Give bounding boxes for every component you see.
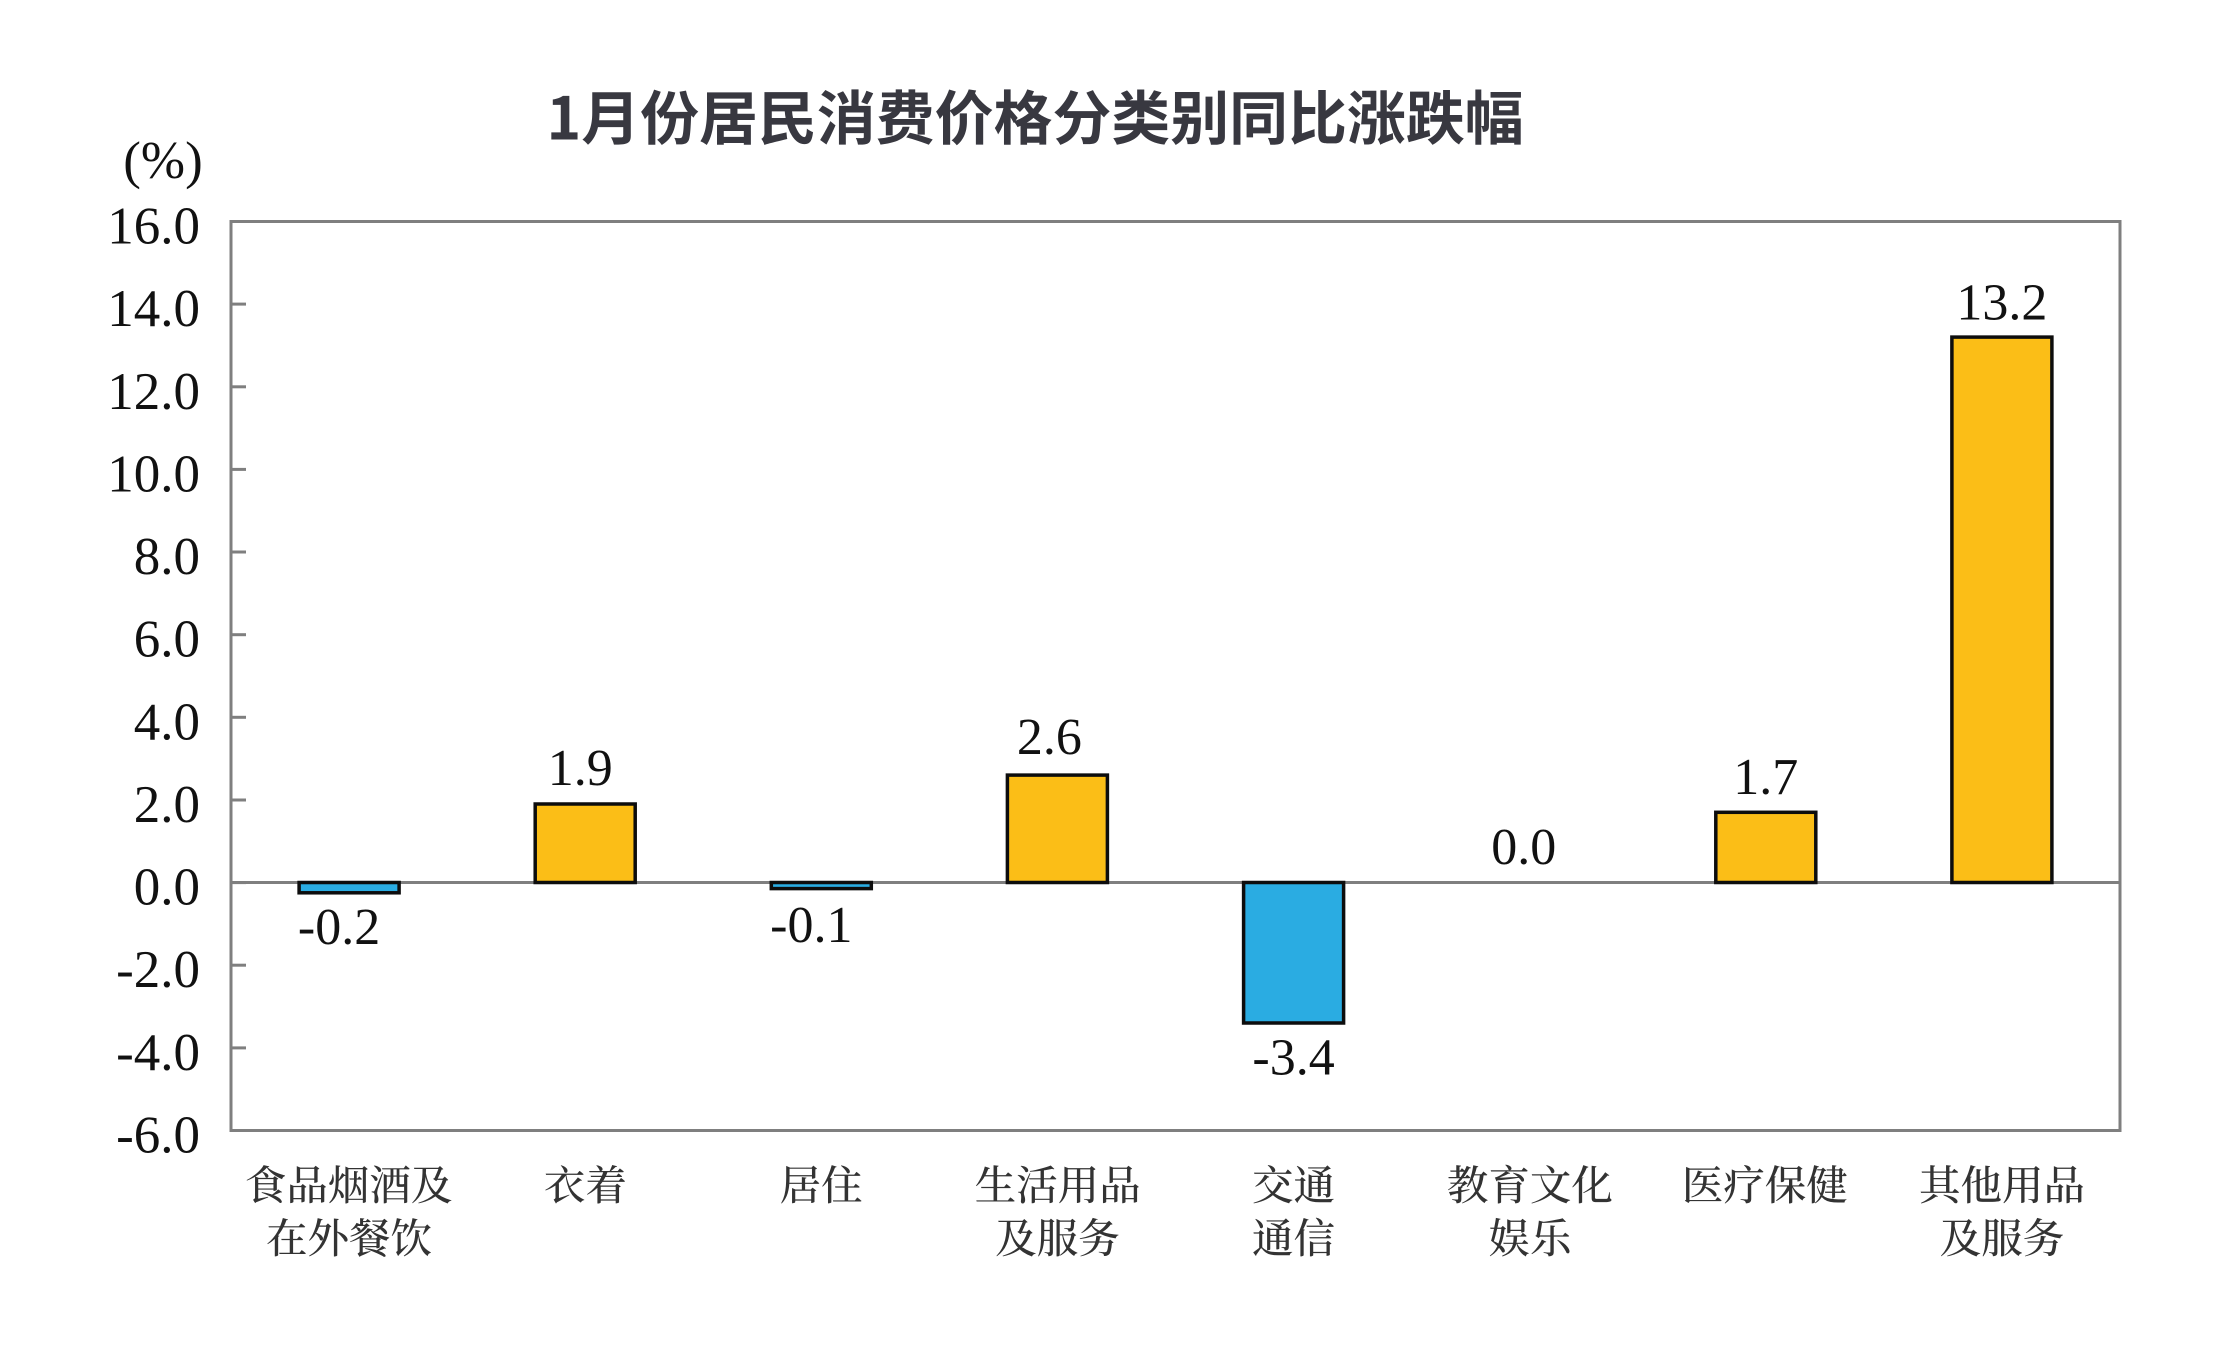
svg-text:8.0: 8.0 <box>134 528 200 586</box>
svg-text:1.9: 1.9 <box>548 740 613 797</box>
svg-text:0.0: 0.0 <box>134 859 200 917</box>
svg-text:-3.4: -3.4 <box>1252 1030 1334 1087</box>
svg-text:16.0: 16.0 <box>107 198 200 256</box>
svg-text:10.0: 10.0 <box>107 445 200 503</box>
svg-text:2.6: 2.6 <box>1017 709 1082 766</box>
svg-text:12.0: 12.0 <box>107 363 200 421</box>
svg-text:0.0: 0.0 <box>1491 819 1556 876</box>
svg-text:-6.0: -6.0 <box>116 1107 200 1165</box>
svg-text:(%): (%) <box>123 132 202 190</box>
svg-text:4.0: 4.0 <box>134 693 200 751</box>
svg-text:-4.0: -4.0 <box>116 1024 200 1082</box>
svg-text:14.0: 14.0 <box>107 280 200 338</box>
svg-text:-0.2: -0.2 <box>298 899 380 956</box>
svg-text:-0.1: -0.1 <box>770 897 852 954</box>
svg-text:-2.0: -2.0 <box>116 941 200 999</box>
svg-text:1.7: 1.7 <box>1733 749 1798 806</box>
svg-text:13.2: 13.2 <box>1956 275 2047 332</box>
svg-text:2.0: 2.0 <box>134 776 200 834</box>
svg-text:6.0: 6.0 <box>134 611 200 669</box>
